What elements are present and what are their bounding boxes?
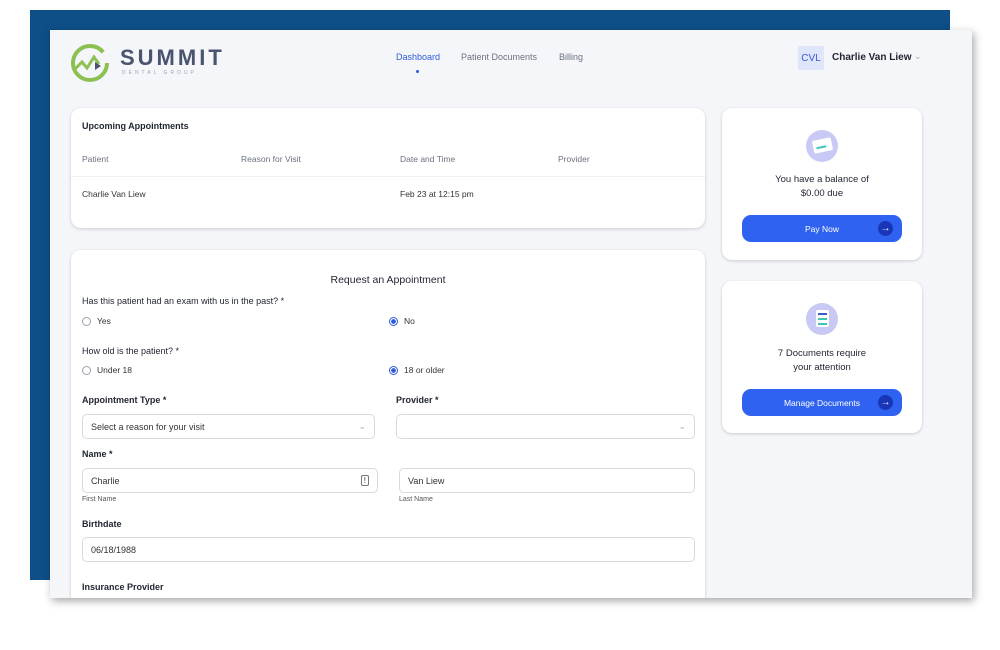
pay-now-button[interactable]: Pay Now → <box>742 215 902 242</box>
first-name-input[interactable]: Charlie! <box>82 468 378 493</box>
input-value: Van Liew <box>408 475 445 486</box>
radio-under-18[interactable]: Under 18 <box>82 365 132 375</box>
app-window: SUMMIT DENTAL GROUP Dashboard Patient Do… <box>50 30 972 598</box>
active-indicator <box>416 70 419 73</box>
radio-icon <box>389 316 398 326</box>
nav-dashboard[interactable]: Dashboard <box>396 52 441 62</box>
autofill-icon[interactable]: ! <box>360 475 369 486</box>
credit-card-icon <box>806 130 838 162</box>
documents-card: 7 Documents require your attention Manage… <box>722 281 922 433</box>
name-label: Name * <box>82 449 113 459</box>
chevron-down-icon: ⌄ <box>358 421 366 431</box>
radio-icon <box>82 316 91 326</box>
provider-label: Provider * <box>396 395 439 405</box>
col-patient: Patient <box>82 154 109 164</box>
input-value: 06/18/1988 <box>91 544 137 555</box>
last-name-hint: Last Name <box>399 496 433 503</box>
button-label: Pay Now <box>804 223 839 234</box>
radio-18-or-older[interactable]: 18 or older <box>389 365 445 375</box>
form-title: Request an Appointment <box>330 274 446 286</box>
radio-label: 18 or older <box>404 365 445 375</box>
document-icon <box>806 303 838 335</box>
age-question: How old is the patient? * <box>82 346 180 356</box>
chevron-down-icon: ⌄ <box>678 421 686 431</box>
brand-subtitle: DENTAL GROUP <box>122 70 197 76</box>
arrow-right-icon: → <box>878 395 893 410</box>
nav-patient-documents[interactable]: Patient Documents <box>461 52 538 62</box>
card-title: Upcoming Appointments <box>82 121 189 131</box>
upcoming-appointments-card: Upcoming Appointments Patient Reason for… <box>71 108 705 228</box>
cell-datetime: Feb 23 at 12:15 pm <box>400 189 474 199</box>
chevron-down-icon[interactable]: ⌄ <box>914 51 922 61</box>
nav-billing[interactable]: Billing <box>559 52 584 62</box>
documents-line2: your attention <box>793 362 851 373</box>
appointment-type-select[interactable]: Select a reason for your visit ⌄ <box>82 414 375 439</box>
brand-name: SUMMIT <box>120 45 225 70</box>
provider-select[interactable]: ⌄ <box>396 414 695 439</box>
insurance-label: Insurance Provider <box>82 582 164 592</box>
cell-patient: Charlie Van Liew <box>82 189 146 199</box>
birthdate-input[interactable]: 06/18/1988 <box>82 537 695 562</box>
radio-icon <box>389 365 398 375</box>
documents-text: 7 Documents require your attention <box>722 347 922 375</box>
summit-logo-icon <box>71 44 109 82</box>
user-menu[interactable]: Charlie Van Liew <box>832 52 912 63</box>
col-reason: Reason for Visit <box>241 154 301 164</box>
last-name-input[interactable]: Van Liew <box>399 468 695 493</box>
arrow-right-icon: → <box>878 221 893 236</box>
birthdate-label: Birthdate <box>82 519 122 529</box>
col-datetime: Date and Time <box>400 154 456 164</box>
input-value: Charlie <box>91 475 120 486</box>
balance-card: You have a balance of $0.00 due Pay Now → <box>722 108 922 260</box>
appointment-type-label: Appointment Type * <box>82 395 167 405</box>
radio-icon <box>82 365 91 375</box>
col-provider: Provider <box>558 154 590 164</box>
radio-label: Under 18 <box>97 365 132 375</box>
radio-exam-no[interactable]: No <box>389 316 415 326</box>
balance-amount: $0.00 due <box>800 188 844 199</box>
documents-line1: 7 Documents require <box>777 348 867 359</box>
request-appointment-card: Request an Appointment Has this patient … <box>71 250 705 598</box>
radio-label: Yes <box>97 316 111 326</box>
first-name-hint: First Name <box>82 496 117 503</box>
exam-question: Has this patient had an exam with us in … <box>82 296 285 306</box>
button-label: Manage Documents <box>783 397 861 408</box>
balance-text: You have a balance of $0.00 due <box>722 173 922 201</box>
radio-label: No <box>404 316 415 326</box>
select-placeholder: Select a reason for your visit <box>91 421 205 432</box>
balance-line1: You have a balance of <box>775 174 869 185</box>
divider <box>71 176 705 177</box>
avatar[interactable]: CVL <box>798 46 824 70</box>
manage-documents-button[interactable]: Manage Documents → <box>742 389 902 416</box>
radio-exam-yes[interactable]: Yes <box>82 316 111 326</box>
